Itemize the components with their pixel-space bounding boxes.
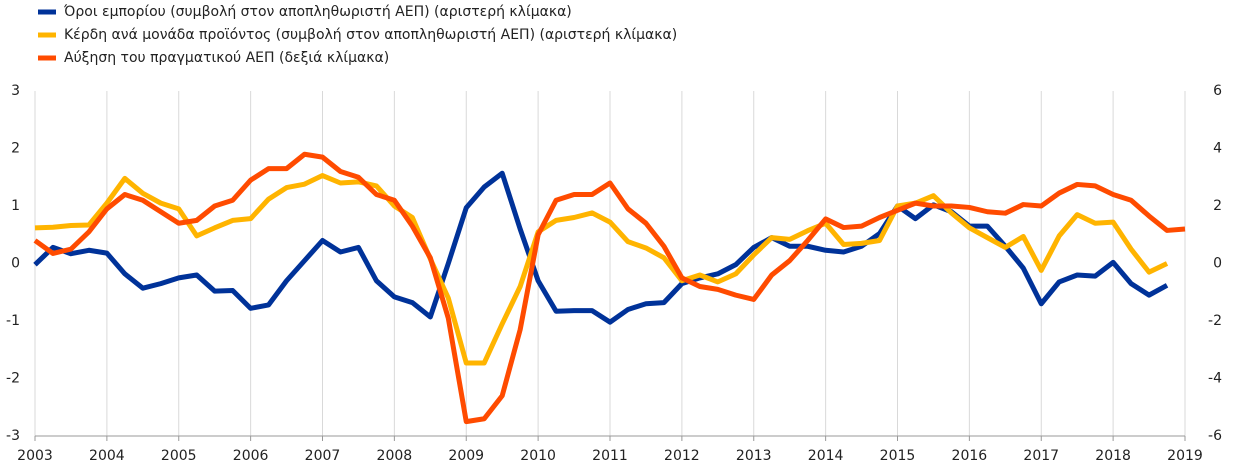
x-tick-label: 2017 — [1023, 448, 1059, 464]
legend-label: Αύξηση του πραγματικού ΑΕΠ (δεξιά κλίμακ… — [64, 50, 389, 66]
y-tick-label: -1 — [6, 313, 20, 329]
legend-label: Κέρδη ανά μονάδα προϊόντος (συμβολή στον… — [64, 27, 677, 43]
y2-tick-label: -4 — [1208, 371, 1222, 387]
x-tick-label: 2013 — [736, 448, 772, 464]
x-tick-label: 2005 — [161, 448, 197, 464]
y2-tick-label: -6 — [1208, 428, 1222, 444]
y-tick-label: 2 — [11, 141, 20, 157]
series-line — [33, 170, 1169, 325]
x-tick-label: 2018 — [1095, 448, 1131, 464]
y2-tick-label: 2 — [1213, 198, 1222, 214]
x-tick-label: 2003 — [17, 448, 53, 464]
y2-tick-label: 4 — [1213, 141, 1222, 157]
y-tick-label: 0 — [11, 256, 20, 272]
x-tick-label: 2007 — [305, 448, 341, 464]
y2-tick-label: -2 — [1208, 313, 1222, 329]
y-tick-label: 1 — [11, 198, 20, 214]
x-tick-label: 2016 — [952, 448, 988, 464]
x-tick-label: 2015 — [880, 448, 916, 464]
x-tick-label: 2008 — [377, 448, 413, 464]
y-tick-label: -3 — [6, 428, 20, 444]
series-line — [34, 173, 1169, 366]
x-tick-label: 2019 — [1167, 448, 1203, 464]
x-tick-label: 2006 — [233, 448, 269, 464]
x-tick-label: 2010 — [520, 448, 556, 464]
y-tick-label: -2 — [6, 371, 20, 387]
y-tick-label: 3 — [11, 83, 20, 99]
x-tick-label: 2011 — [592, 448, 628, 464]
legend-label: Όροι εμπορίου (συμβολή στον αποπληθωριστ… — [63, 4, 572, 20]
series-line — [33, 151, 1186, 425]
x-tick-label: 2012 — [664, 448, 700, 464]
x-tick-label: 2004 — [89, 448, 125, 464]
y2-tick-label: 6 — [1213, 83, 1222, 99]
x-tick-label: 2009 — [448, 448, 484, 464]
y2-tick-label: 0 — [1213, 256, 1222, 272]
x-tick-label: 2014 — [808, 448, 844, 464]
